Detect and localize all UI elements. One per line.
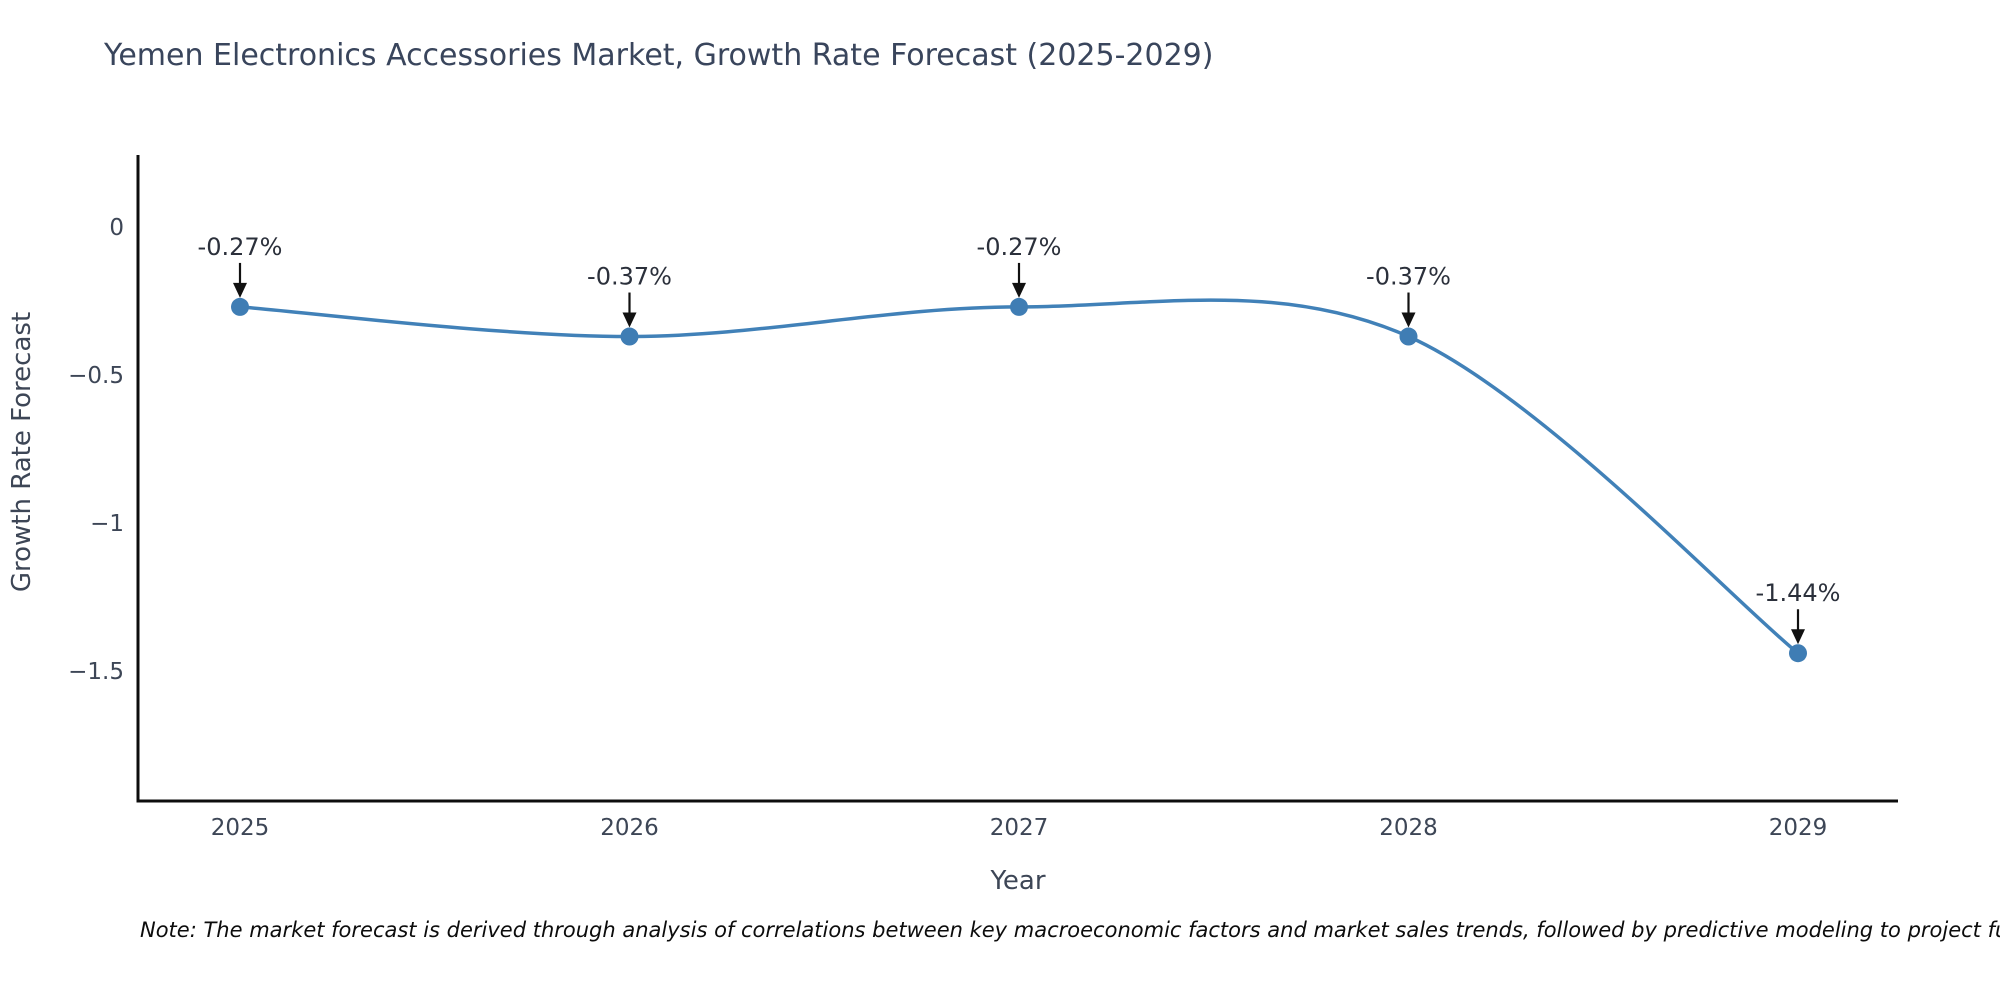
data-point-marker (1399, 327, 1418, 346)
y-tick-label: −1.5 (68, 659, 124, 685)
annotation-arrow-head (1791, 629, 1805, 645)
annotation-arrow-head (1401, 312, 1416, 328)
y-axis-title: Growth Rate Forecast (7, 312, 37, 592)
data-point-marker (1010, 297, 1028, 316)
data-point-marker (620, 327, 639, 346)
y-tick-label: −1 (90, 511, 124, 537)
point-value-label: -0.37% (587, 263, 672, 291)
point-value-label: -0.37% (1366, 263, 1451, 291)
point-value-label: -0.27% (198, 233, 283, 261)
x-tick-label: 2027 (990, 815, 1049, 841)
tick-labels: 0 −0.5 −1 −1.5 2025 2026 2027 2028 2029 (68, 215, 1827, 841)
line-series (231, 297, 1807, 663)
point-value-label: -0.27% (977, 233, 1062, 261)
series-line (238, 298, 1800, 655)
footnote: Note: The market forecast is derived thr… (140, 918, 2000, 942)
annotation-arrow-head (233, 282, 247, 298)
x-tick-label: 2028 (1379, 815, 1438, 841)
y-tick-label: −0.5 (68, 363, 124, 389)
annotation-arrow-head (1012, 282, 1026, 298)
annotations: -0.27% -0.37% -0.27% -0.37% -1.44% (198, 233, 1841, 645)
axis-lines (136, 155, 1898, 803)
annotation-arrow-head (622, 312, 637, 328)
point-value-label: -1.44% (1756, 579, 1841, 607)
x-axis-title: Year (989, 866, 1045, 896)
x-tick-label: 2026 (600, 815, 659, 841)
y-tick-label: 0 (109, 215, 124, 241)
x-tick-label: 2025 (211, 815, 270, 841)
chart-title: Yemen Electronics Accessories Market, Gr… (104, 38, 1214, 73)
axes (136, 155, 1898, 803)
x-tick-label: 2029 (1769, 815, 1828, 841)
data-point-marker (1789, 644, 1807, 663)
data-point-marker (231, 297, 249, 316)
